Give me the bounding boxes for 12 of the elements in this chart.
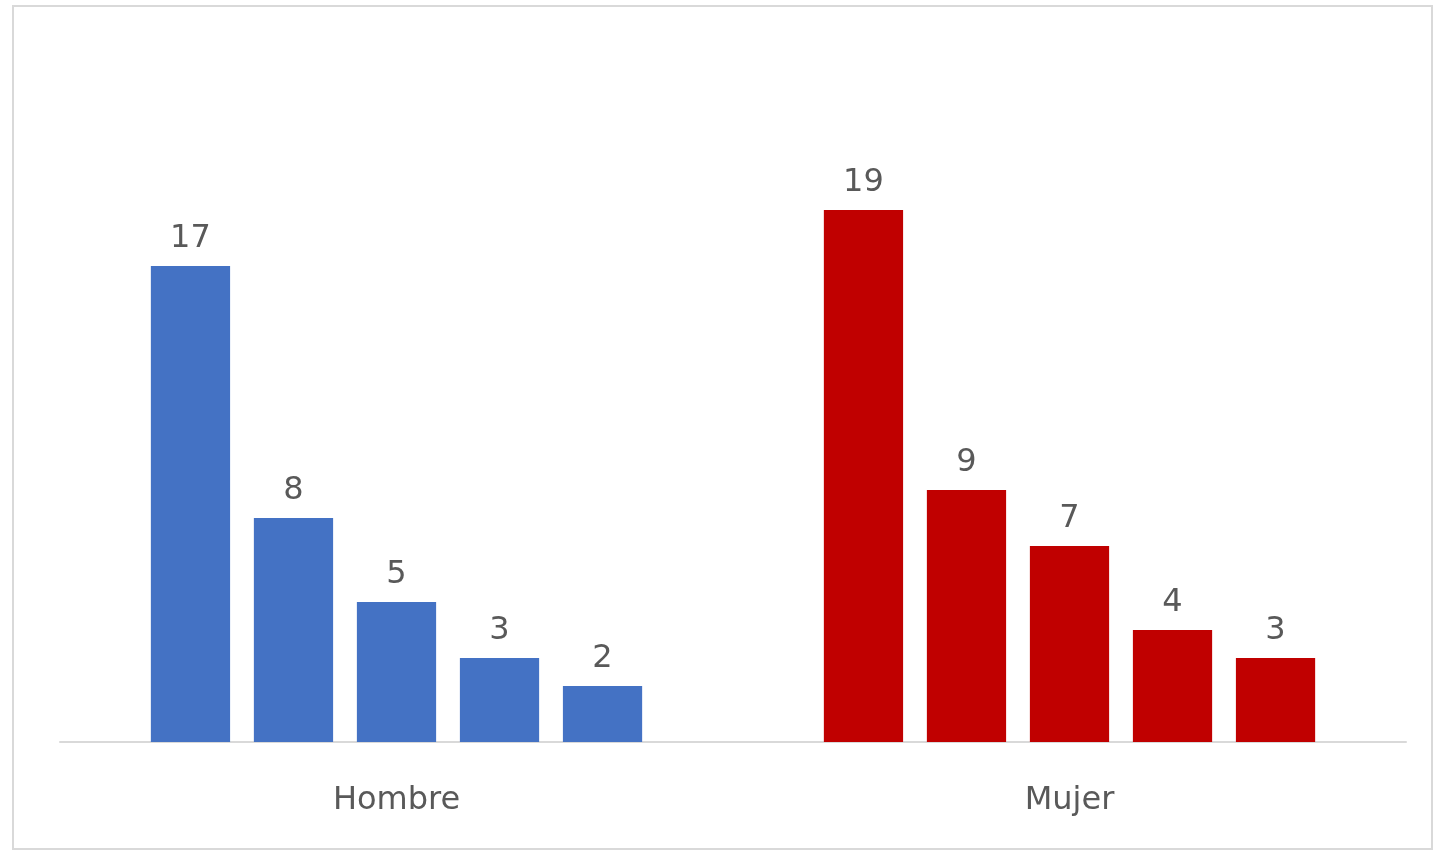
data-label: 2 (592, 637, 613, 675)
data-label: 9 (956, 441, 977, 479)
data-label: 8 (283, 469, 304, 507)
data-label: 7 (1059, 497, 1080, 535)
data-label: 4 (1162, 581, 1183, 619)
x-tick-label: Hombre (332, 779, 461, 817)
data-label: 5 (386, 553, 407, 591)
data-label: 19 (843, 161, 884, 199)
data-label: 17 (170, 217, 211, 255)
data-label: 3 (1265, 609, 1286, 647)
x-tick-label: Mujer (1024, 779, 1116, 817)
data-label: 3 (489, 609, 510, 647)
